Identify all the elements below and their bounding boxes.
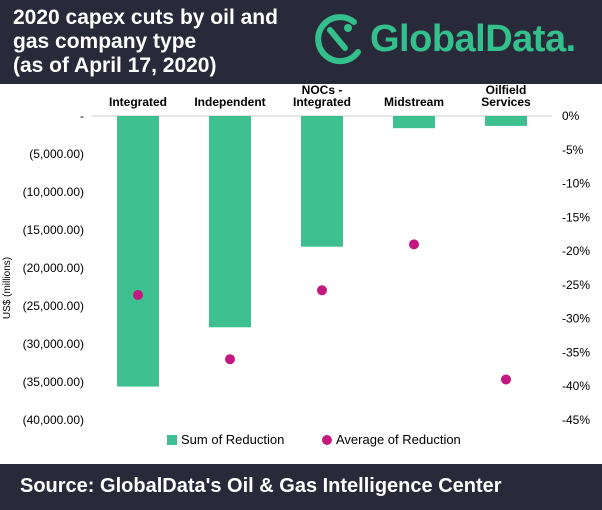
right-axis-ticks: 0% -5% -10% -15% -20% -25% -30% -35% -40% -45% (562, 109, 590, 427)
left-axis-ticks: - (5,000.00) (10,000.00) (15,000.00) (20,000… (23, 109, 84, 427)
legend-dot-swatch (322, 435, 332, 445)
dots-group (133, 239, 511, 385)
dot-1 (133, 290, 143, 301)
source-text: Source: GlobalData's Oil & Gas Intellige… (20, 475, 502, 497)
category-label-5-1: Oilfield (486, 84, 527, 97)
y2-tick-label-4: -15% (562, 210, 590, 224)
category-label-4-1: Midstream (384, 95, 444, 109)
y-tick-label-7: (30,000.00) (23, 337, 84, 351)
bar-1 (117, 116, 159, 387)
dot-5 (501, 374, 511, 385)
y2-tick-label-3: -10% (562, 177, 590, 191)
y2-tick-label-6: -25% (562, 278, 590, 292)
dot-4 (409, 239, 419, 250)
category-label-1-1: Integrated (109, 95, 167, 109)
bar-5 (485, 116, 527, 126)
legend: Sum of Reduction Average of Reduction (167, 432, 461, 447)
header-banner: 2020 capex cuts by oil and gas company t… (0, 0, 602, 84)
bar-4 (393, 116, 435, 129)
capex-chart: - (5,000.00) (10,000.00) (15,000.00) (20,000… (2, 83, 590, 447)
bar-3 (301, 116, 343, 247)
globaldata-logo: GlobalData. (312, 12, 597, 68)
y2-tick-label-5: -20% (562, 244, 590, 258)
y-tick-label-6: (25,000.00) (23, 299, 84, 313)
y2-tick-label-7: -30% (562, 312, 590, 326)
title-line-2: gas company type (13, 30, 197, 53)
bar-2 (209, 116, 251, 328)
category-label-3-1: NOCs - (302, 84, 343, 97)
footer-banner: Source: GlobalData's Oil & Gas Intellige… (0, 464, 602, 510)
legend-dot-label: Average of Reduction (336, 432, 461, 447)
category-label-5-2: Services (481, 95, 531, 109)
logo-wordmark: GlobalData. (370, 18, 576, 60)
y-tick-label-8: (35,000.00) (23, 375, 84, 389)
title-line-1: 2020 capex cuts by oil and (13, 6, 278, 29)
y2-tick-label-2: -5% (562, 143, 584, 157)
y2-tick-label-1: 0% (562, 109, 580, 123)
category-label-2-1: Independent (194, 95, 265, 109)
bars-group (117, 116, 527, 387)
category-label-3-2: Integrated (293, 95, 351, 109)
title-line-3: (as of April 17, 2020) (13, 54, 217, 77)
y-tick-label-1: - (80, 109, 84, 123)
y-tick-label-2: (5,000.00) (29, 147, 84, 161)
globaldata-logo-icon (315, 14, 361, 65)
dot-2 (225, 354, 235, 365)
y-tick-label-5: (20,000.00) (23, 261, 84, 275)
y2-tick-label-10: -45% (562, 413, 590, 427)
y-tick-label-9: (40,000.00) (23, 413, 84, 427)
y-tick-label-3: (10,000.00) (23, 185, 84, 199)
y-axis-label: US$ (millions) (2, 257, 13, 319)
y2-tick-label-9: -40% (562, 379, 590, 393)
chart-area: - (5,000.00) (10,000.00) (15,000.00) (20,000… (0, 83, 602, 460)
legend-bar-swatch (167, 435, 177, 445)
y2-tick-label-8: -35% (562, 345, 590, 359)
y-tick-label-4: (15,000.00) (23, 223, 84, 237)
legend-bar-label: Sum of Reduction (181, 432, 284, 447)
chart-title: 2020 capex cuts by oil and gas company t… (13, 6, 313, 78)
dot-3 (317, 285, 327, 296)
